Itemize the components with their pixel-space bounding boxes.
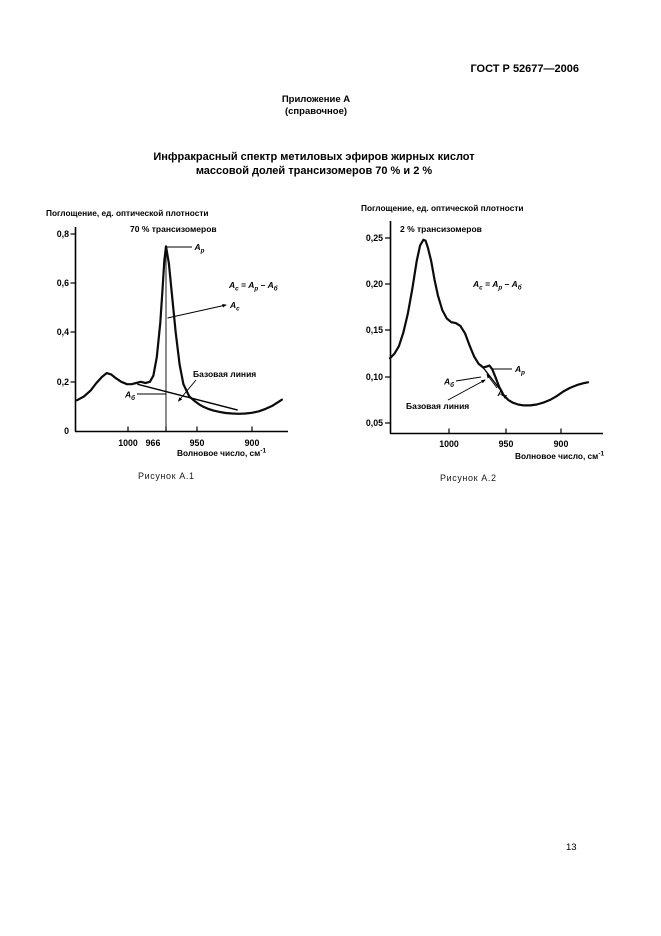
fig2-baseline-pointer [447,379,486,401]
fig2-x-axis-title: Волновое число, см-1 [515,451,604,462]
fig2-baseline-absorbance-label: Аб [443,377,454,390]
fig2-spectrum-curve [388,238,590,407]
appendix-title: Приложение А [281,94,351,105]
fig1-x-tick-label: 1000 [118,438,138,448]
fig1-net-absorbance-label: Ас [229,300,240,313]
fig2-x-tick-label: 900 [554,439,569,449]
fig1-baseline-text-label: Базовая линия [193,369,256,379]
fig2-y-tick-label: 0,05 [366,418,383,428]
figure-title-line2: массовой долей трансизомеров 70 % и 2 % [195,165,433,177]
fig1-peak-absorbance-label: Ар [194,242,205,255]
fig1-baseline-pointer [177,379,197,402]
fig1-y-tick-label: 0,4 [57,327,69,337]
fig1-y-tick-label: 0 [64,426,69,436]
figure-a1-caption: Рисунок А.1 [138,471,195,481]
fig2-y-axis-title: Поглощение, ед. оптической плотности [361,203,524,213]
fig2-y-tick-label: 0,25 [366,233,383,243]
fig1-y-tick-label: 0,6 [57,278,69,288]
appendix-subtitle: (справочное) [284,105,348,117]
fig2-peak-absorbance-label: Ар [514,364,525,377]
fig2-baseline-text-label: Базовая линия [406,401,469,411]
fig1-x-tick-label: 966 [146,438,161,448]
fig1-x-axis-title: Волновое число, см-1 [177,448,266,459]
appendix-heading: Приложение А (справочное) [0,94,632,117]
figure-title-line1: Инфракрасный спектр метиловых эфиров жир… [153,151,475,163]
fig2-formula: Ас = Ар – Аб [472,279,522,292]
fig1-y-tick-label: 0,8 [57,229,69,239]
fig2-baseline-line [480,364,501,391]
page-number: 13 [566,842,577,853]
fig2-x-tick-label: 950 [499,439,514,449]
fig2-y-tick-label: 0,10 [366,372,383,382]
fig2-y-tick-label: 0,15 [366,325,383,335]
standard-reference: ГОСТ Р 52677—2006 [470,63,579,75]
fig1-formula: Ас = Ар – Аб [228,280,278,293]
fig1-y-axis-title: Поглощение, ед. оптической плотности [46,208,209,218]
fig2-baseline-absorbance-pointer [455,376,482,382]
figure-a2-caption: Рисунок А.2 [440,473,497,483]
fig2-series-label: 2 % трансизомеров [400,224,482,234]
figure-a1: Поглощение, ед. оптической плотности 70 … [46,208,288,459]
fig1-baseline-line [137,383,238,411]
fig1-x-tick-label: 900 [245,438,260,448]
fig2-net-absorbance-pointer [486,373,498,389]
figure-a2: Поглощение, ед. оптической плотности 2 %… [361,203,604,462]
fig1-series-label: 70 % трансизомеров [130,224,217,234]
fig1-net-absorbance-pointer [167,304,227,319]
fig1-x-tick-label: 950 [190,438,205,448]
fig2-x-tick-label: 1000 [439,439,459,449]
fig2-y-tick-label: 0,20 [366,279,383,289]
fig1-spectrum-curve [76,245,283,415]
fig2-net-absorbance-label: Ас [497,388,508,401]
figure-title: Инфракрасный спектр метиловых эфиров жир… [0,150,628,178]
fig1-baseline-absorbance-label: Аб [124,390,135,403]
fig1-y-tick-label: 0,2 [57,377,69,387]
